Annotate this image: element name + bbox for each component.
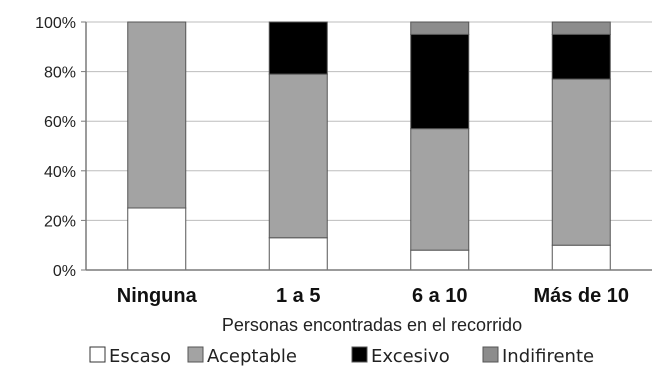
y-axis-ticks: 0% 20% 40% 60% 80% 100%: [35, 15, 87, 280]
x-category-label: Más de 10: [533, 285, 629, 307]
y-tick-label: 20%: [44, 213, 76, 230]
x-axis-categories: Ninguna 1 a 5 6 a 10 Más de 10: [117, 285, 629, 307]
legend-label-indifirente: Indifirente: [502, 346, 594, 367]
y-tick-label: 80%: [44, 65, 76, 82]
bar-segment-escaso: [551, 244, 611, 271]
bar-segment-aceptable: [268, 73, 328, 239]
bar-segment-excesivo: [410, 33, 470, 130]
bar-segment-aceptable: [551, 78, 611, 246]
legend-swatch-aceptable: [187, 346, 204, 363]
legend: Escaso Aceptable Excesivo Indifirente: [89, 346, 594, 367]
x-category-label: Ninguna: [117, 285, 198, 307]
x-axis-title: Personas encontradas en el recorrido: [222, 315, 522, 335]
y-tick-label: 60%: [44, 114, 76, 131]
bar-segment-escaso: [127, 207, 187, 271]
bar-segment-aceptable: [127, 21, 187, 209]
x-category-label: 1 a 5: [276, 285, 320, 307]
bar-segment-excesivo: [551, 33, 611, 80]
bar-segment-indifirente: [551, 21, 611, 35]
legend-label-escaso: Escaso: [109, 346, 171, 367]
legend-swatch-excesivo: [351, 346, 368, 363]
legend-label-excesivo: Excesivo: [371, 346, 450, 367]
bar-segment-escaso: [410, 249, 470, 271]
bar-segment-aceptable: [410, 128, 470, 251]
bar-segment-indifirente: [410, 21, 470, 35]
legend-swatch-escaso: [89, 346, 106, 363]
bar-segment-escaso: [268, 237, 328, 271]
bar-segment-excesivo: [268, 21, 328, 75]
y-tick-label: 40%: [44, 164, 76, 181]
legend-swatch-indifirente: [482, 346, 499, 363]
x-category-label: 6 a 10: [412, 285, 468, 307]
y-tick-label: 100%: [35, 15, 76, 32]
y-tick-label: 0%: [53, 263, 76, 280]
bars: [127, 21, 611, 271]
legend-label-aceptable: Aceptable: [207, 346, 297, 367]
